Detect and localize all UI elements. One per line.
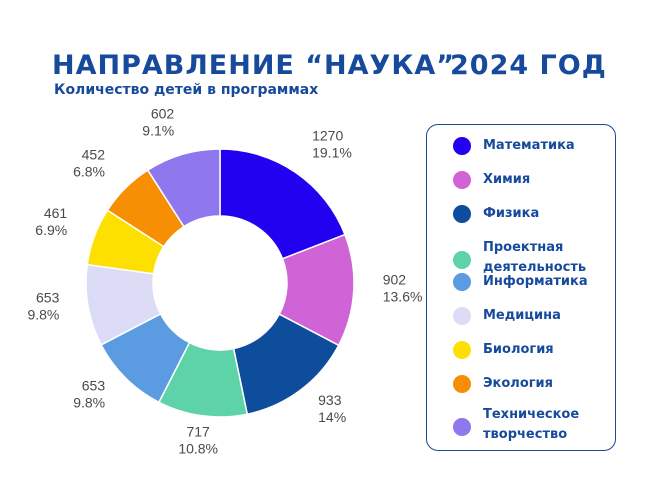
legend-label: Физика bbox=[483, 206, 540, 221]
data-label-математика: 1270 19.1% bbox=[312, 128, 352, 161]
data-label-физика: 933 14% bbox=[318, 392, 346, 425]
data-label-экология: 452 6.8% bbox=[73, 146, 105, 179]
data-label-информатика: 653 9.8% bbox=[73, 378, 105, 411]
slice-математика bbox=[219, 148, 346, 260]
data-labels: 1270 19.1% 902 13.6% 933 14% 717 10.8% 653 9.8% 65… bbox=[27, 106, 422, 457]
legend-swatch bbox=[453, 137, 471, 155]
data-label-медицина: 653 9.8% bbox=[27, 290, 59, 323]
legend-swatch bbox=[453, 341, 471, 359]
legend-label: Математика bbox=[483, 138, 575, 153]
data-label-проектная-деятельность: 717 10.8% bbox=[178, 424, 218, 457]
data-label-биология: 461 6.9% bbox=[35, 205, 67, 238]
data-label-химия: 902 13.6% bbox=[383, 271, 423, 304]
donut-slices bbox=[85, 148, 355, 418]
legend-swatch bbox=[453, 307, 471, 325]
legend-swatch bbox=[453, 418, 471, 436]
legend-swatch bbox=[453, 205, 471, 223]
legend-label: Экология bbox=[483, 376, 553, 391]
legend: Математика Химия Физика Проектная деятельно… bbox=[426, 124, 616, 451]
chart-subtitle: Количество детей в программах bbox=[54, 82, 319, 98]
legend-swatch bbox=[453, 375, 471, 393]
legend-label: Химия bbox=[483, 172, 531, 187]
legend-swatch bbox=[453, 251, 471, 269]
chart-year: 2024 ГОД bbox=[450, 50, 607, 81]
legend-label: Медицина bbox=[483, 308, 561, 323]
slice-техническое-творчество bbox=[146, 148, 221, 228]
legend-label: Информатика bbox=[483, 274, 588, 289]
chart-title: НАПРАВЛЕНИЕ “НАУКА” bbox=[52, 50, 456, 81]
data-label-техническое-творчество: 602 9.1% bbox=[142, 106, 174, 139]
legend-swatch bbox=[453, 273, 471, 291]
legend-label: Техническое творчество bbox=[483, 407, 580, 442]
legend-swatch bbox=[453, 171, 471, 189]
legend-label: Биология bbox=[483, 342, 554, 357]
legend-label: Проектная деятельность bbox=[483, 240, 587, 275]
